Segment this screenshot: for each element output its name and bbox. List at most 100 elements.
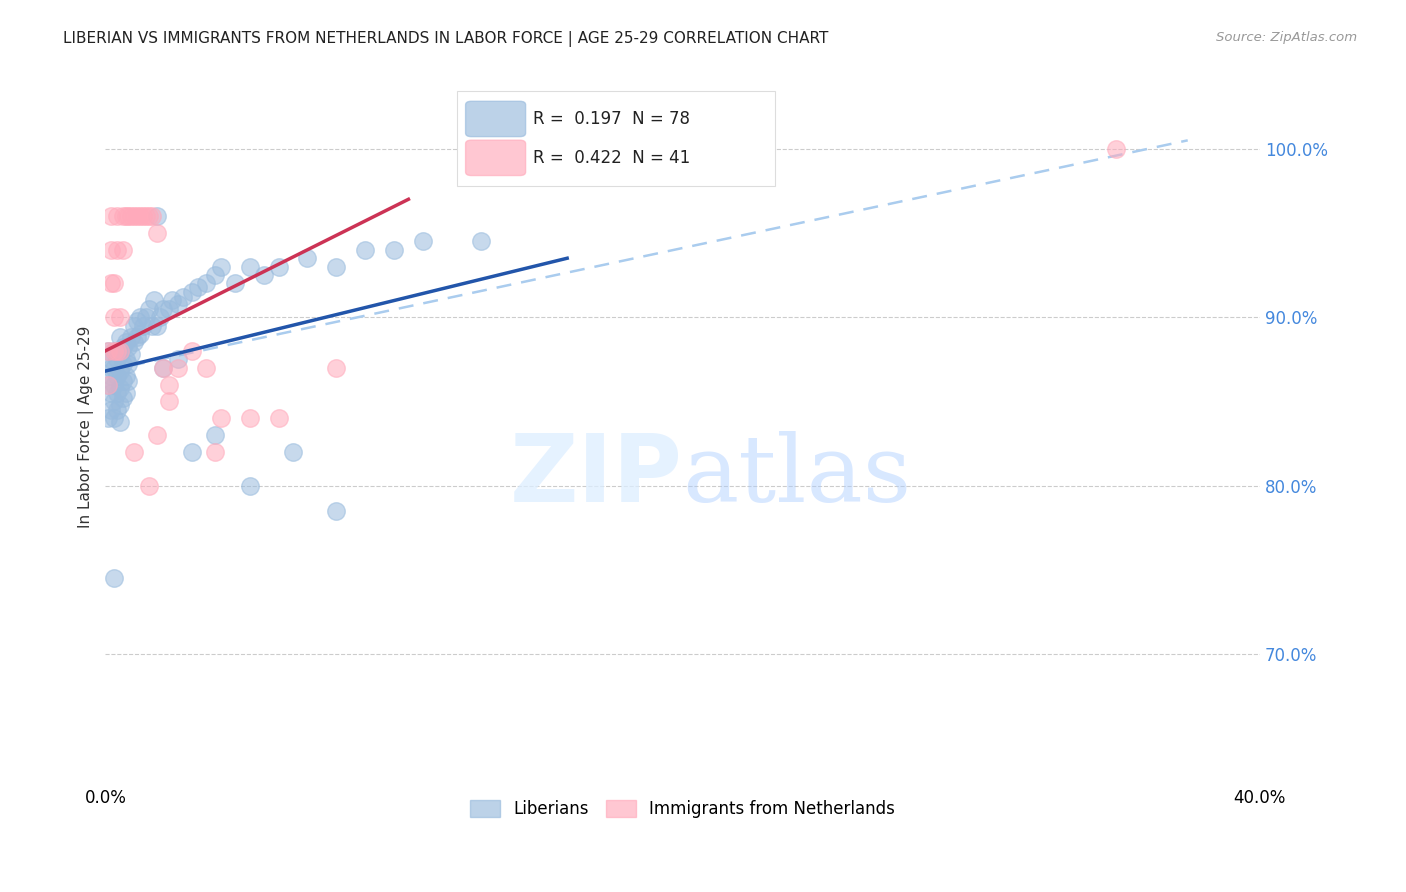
Point: [97, 411, 120, 425]
Point: [267, 260, 290, 274]
Point: [157, 377, 180, 392]
Point: [204, 428, 226, 442]
Point: [105, 343, 128, 358]
Text: LIBERIAN VS IMMIGRANTS FROM NETHERLANDS IN LABOR FORCE | AGE 25-29 CORRELATION C: LIBERIAN VS IMMIGRANTS FROM NETHERLANDS …: [63, 31, 828, 47]
Point: [195, 360, 218, 375]
Point: [103, 277, 125, 291]
Text: Source: ZipAtlas.com: Source: ZipAtlas.com: [1216, 31, 1357, 45]
Point: [111, 243, 134, 257]
Point: [146, 226, 169, 240]
Point: [117, 357, 139, 371]
Point: [141, 209, 163, 223]
Point: [152, 360, 174, 375]
Y-axis label: In Labor Force | Age 25-29: In Labor Force | Age 25-29: [79, 326, 94, 528]
Point: [146, 318, 169, 333]
Point: [135, 310, 157, 325]
Point: [204, 445, 226, 459]
Point: [105, 402, 128, 417]
Text: R =  0.422  N = 41: R = 0.422 N = 41: [533, 149, 690, 167]
Point: [129, 209, 152, 223]
Point: [108, 310, 131, 325]
Text: R =  0.197  N = 78: R = 0.197 N = 78: [533, 110, 689, 128]
Point: [108, 330, 131, 344]
Point: [100, 243, 122, 257]
Point: [103, 343, 125, 358]
Point: [97, 377, 120, 392]
Point: [325, 504, 347, 518]
Point: [325, 260, 347, 274]
Point: [281, 445, 304, 459]
Point: [132, 318, 155, 333]
Point: [114, 386, 136, 401]
Point: [103, 571, 125, 585]
Point: [224, 277, 246, 291]
Point: [111, 341, 134, 355]
Point: [108, 381, 131, 395]
Point: [103, 343, 125, 358]
Point: [117, 209, 139, 223]
Point: [129, 310, 152, 325]
Point: [181, 343, 204, 358]
Point: [160, 293, 183, 308]
Point: [354, 243, 377, 257]
Point: [103, 310, 125, 325]
Point: [105, 243, 128, 257]
FancyBboxPatch shape: [457, 91, 775, 186]
Point: [470, 235, 492, 249]
Legend: Liberians, Immigrants from Netherlands: Liberians, Immigrants from Netherlands: [464, 794, 901, 825]
Point: [103, 360, 125, 375]
Text: atlas: atlas: [683, 431, 912, 521]
Point: [166, 296, 188, 310]
Point: [129, 326, 152, 341]
Point: [97, 343, 120, 358]
Point: [141, 318, 163, 333]
Point: [105, 369, 128, 384]
Point: [166, 352, 188, 367]
Point: [108, 398, 131, 412]
Point: [108, 343, 131, 358]
Point: [382, 243, 405, 257]
Point: [100, 369, 122, 384]
Point: [100, 209, 122, 223]
Point: [132, 209, 155, 223]
Point: [114, 352, 136, 367]
Point: [138, 478, 160, 492]
Point: [111, 374, 134, 388]
Point: [149, 310, 172, 325]
Point: [108, 347, 131, 361]
Point: [157, 301, 180, 316]
Point: [195, 277, 218, 291]
Point: [135, 209, 157, 223]
Point: [253, 268, 276, 282]
Point: [105, 209, 128, 223]
Point: [108, 364, 131, 378]
Point: [325, 360, 347, 375]
Point: [97, 343, 120, 358]
Point: [103, 377, 125, 392]
Point: [111, 391, 134, 405]
Point: [239, 411, 262, 425]
Point: [103, 394, 125, 409]
FancyBboxPatch shape: [465, 140, 526, 176]
Point: [122, 209, 145, 223]
Point: [127, 209, 149, 223]
Point: [100, 352, 122, 367]
Point: [166, 360, 188, 375]
Point: [105, 386, 128, 401]
Point: [1104, 142, 1126, 156]
Point: [127, 313, 149, 327]
Point: [143, 293, 166, 308]
Point: [120, 330, 142, 344]
Point: [152, 360, 174, 375]
Point: [239, 478, 262, 492]
Point: [100, 277, 122, 291]
Point: [105, 352, 128, 367]
Point: [157, 394, 180, 409]
Point: [117, 341, 139, 355]
Point: [100, 360, 122, 375]
Point: [138, 301, 160, 316]
Point: [127, 330, 149, 344]
Point: [114, 209, 136, 223]
Point: [120, 347, 142, 361]
Point: [117, 374, 139, 388]
